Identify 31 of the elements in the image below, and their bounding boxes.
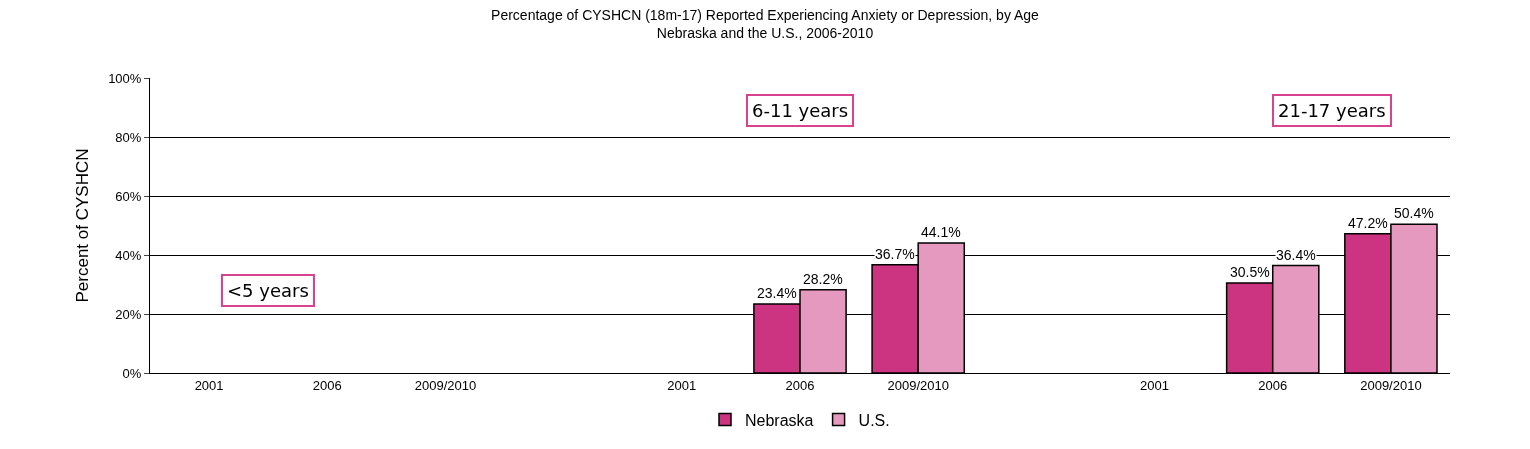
legend-label: U.S.	[858, 411, 890, 429]
x-tick-label: 2009/2010	[887, 377, 949, 393]
y-tick-label: 100%	[108, 70, 142, 86]
legend-label: Nebraska	[745, 411, 814, 429]
x-tick-label: 2009/2010	[414, 377, 477, 393]
y-tick-label: 0%	[122, 365, 142, 381]
data-label: 50.4%	[1394, 205, 1434, 221]
data-label: 36.4%	[1276, 247, 1316, 263]
y-tick-label: 80%	[115, 129, 142, 145]
y-tick-label: 40%	[115, 247, 142, 263]
x-tick-label: 2009/2010	[1360, 377, 1422, 393]
data-label: 30.5%	[1230, 264, 1270, 280]
annotation: <5 years	[227, 280, 309, 301]
x-tick-label: 2001	[1140, 377, 1170, 393]
x-tick-label: 2006	[785, 377, 815, 393]
data-label: 36.7%	[875, 246, 915, 262]
annotation: 6-11 years	[752, 100, 849, 121]
x-tick-label: 2006	[1258, 377, 1288, 393]
x-tick-label: 2001	[667, 377, 697, 393]
annotation: 21-17 years	[1278, 100, 1386, 121]
y-tick-label: 20%	[115, 306, 142, 322]
y-axis-title: Percent of CYSHCN	[72, 148, 92, 303]
data-label: 47.2%	[1348, 215, 1388, 231]
x-tick-label: 2001	[194, 377, 224, 393]
chart-subtitle: Nebraska and the U.S., 2006-2010	[656, 25, 874, 42]
y-tick-label: 60%	[115, 188, 142, 204]
x-tick-label: 2006	[312, 377, 342, 393]
data-label: 23.4%	[757, 285, 797, 301]
data-label: 44.1%	[921, 224, 961, 240]
data-label: 28.2%	[803, 271, 843, 287]
chart-title: Percentage of CYSHCN (18m-17) Reported Experiencing Anxiety or Depression, by Age	[491, 7, 1040, 24]
